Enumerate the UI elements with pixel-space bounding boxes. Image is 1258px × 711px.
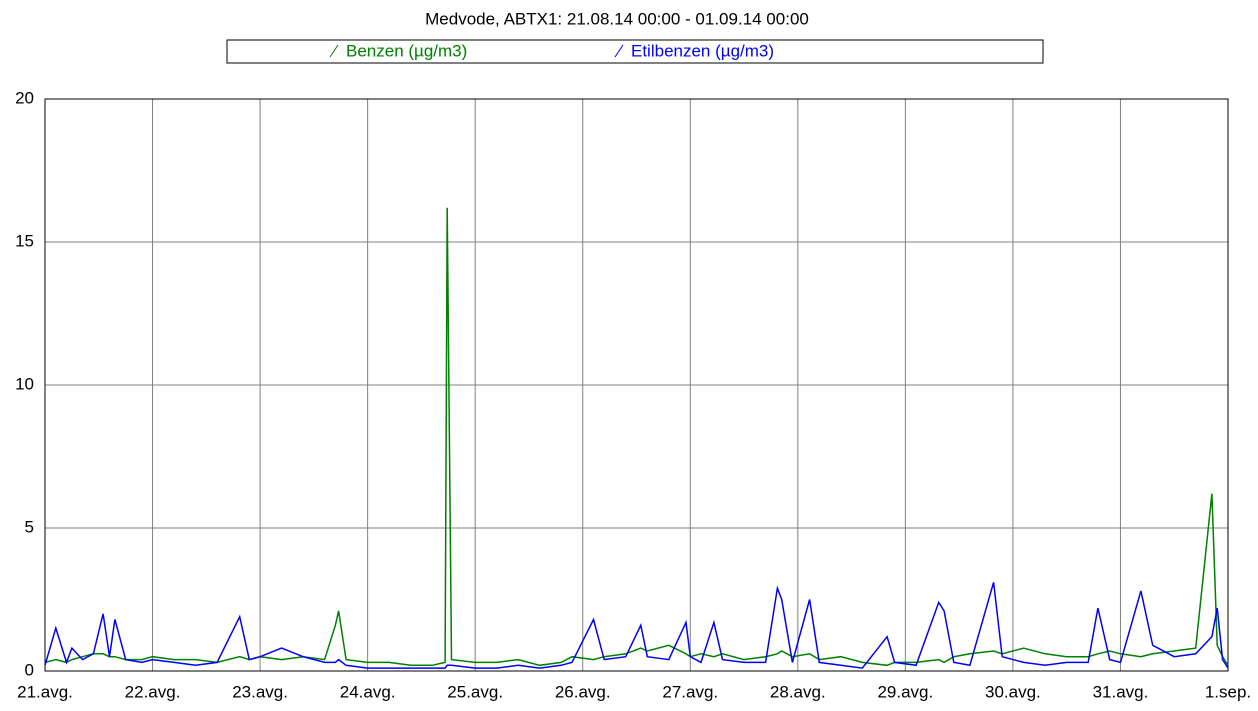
- series-line: [44, 207, 1229, 667]
- series-line: [44, 582, 1229, 669]
- legend-label: Benzen (µg/m3): [346, 41, 467, 60]
- x-tick-label: 26.avg.: [555, 682, 611, 701]
- y-tick-label: 10: [15, 374, 34, 393]
- x-tick-label: 21.avg.: [17, 682, 73, 701]
- x-tick-label: 22.avg.: [125, 682, 181, 701]
- y-tick-label: 5: [25, 517, 34, 536]
- x-tick-label: 30.avg.: [985, 682, 1041, 701]
- legend-symbol: [614, 44, 624, 58]
- x-tick-label: 23.avg.: [232, 682, 288, 701]
- legend-symbol: [329, 44, 339, 58]
- x-tick-label: 25.avg.: [447, 682, 503, 701]
- y-tick-label: 20: [15, 88, 34, 107]
- legend-label: Etilbenzen (µg/m3): [631, 41, 774, 60]
- x-tick-label: 24.avg.: [340, 682, 396, 701]
- x-tick-label: 28.avg.: [770, 682, 826, 701]
- x-tick-label: 31.avg.: [1093, 682, 1149, 701]
- x-tick-label: 27.avg.: [662, 682, 718, 701]
- plot-frame: [44, 98, 1229, 672]
- legend-box: [226, 39, 1044, 64]
- chart-title: Medvode, ABTX1: 21.08.14 00:00 - 01.09.1…: [425, 9, 809, 28]
- x-tick-label: 29.avg.: [877, 682, 933, 701]
- y-tick-label: 0: [25, 660, 34, 679]
- x-tick-label: 1.sep.: [1205, 682, 1251, 701]
- y-tick-label: 15: [15, 231, 34, 250]
